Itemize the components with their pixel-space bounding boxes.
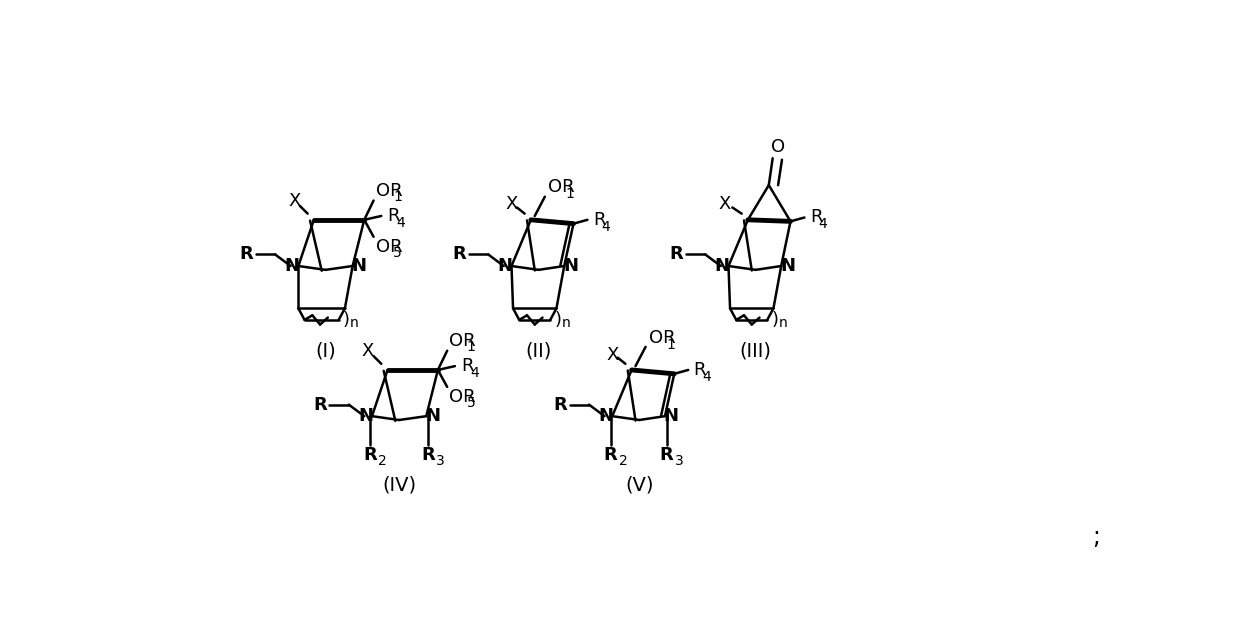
Text: R: R bbox=[810, 209, 822, 227]
Text: R: R bbox=[420, 446, 435, 464]
Text: ): ) bbox=[771, 311, 779, 329]
Text: (IV): (IV) bbox=[382, 476, 417, 495]
Text: (V): (V) bbox=[625, 476, 653, 495]
Text: (I): (I) bbox=[315, 341, 336, 360]
Text: 1: 1 bbox=[666, 337, 675, 352]
Text: X: X bbox=[606, 345, 619, 363]
Text: 4: 4 bbox=[601, 220, 610, 234]
Text: R: R bbox=[461, 357, 474, 375]
Text: ): ) bbox=[554, 311, 562, 329]
Text: 3: 3 bbox=[435, 454, 445, 468]
Text: N: N bbox=[285, 257, 300, 275]
Text: 3: 3 bbox=[675, 454, 683, 468]
Text: n: n bbox=[350, 316, 358, 330]
Text: 2: 2 bbox=[619, 454, 627, 468]
Text: R: R bbox=[593, 211, 605, 229]
Text: 5: 5 bbox=[466, 396, 476, 410]
Text: 4: 4 bbox=[397, 216, 405, 230]
Text: X: X bbox=[289, 191, 300, 210]
Text: N: N bbox=[599, 407, 614, 425]
Text: (II): (II) bbox=[526, 341, 552, 360]
Text: ): ) bbox=[343, 311, 350, 329]
Text: N: N bbox=[663, 407, 678, 425]
Text: 4: 4 bbox=[818, 217, 827, 232]
Text: R: R bbox=[453, 246, 466, 264]
Text: R: R bbox=[604, 446, 618, 464]
Text: X: X bbox=[506, 196, 517, 214]
Text: N: N bbox=[497, 257, 513, 275]
Text: OR: OR bbox=[449, 332, 476, 350]
Text: OR: OR bbox=[376, 238, 403, 256]
Text: R: R bbox=[363, 446, 377, 464]
Text: N: N bbox=[351, 257, 366, 275]
Text: 1: 1 bbox=[565, 188, 574, 201]
Text: R: R bbox=[693, 361, 706, 379]
Text: R: R bbox=[387, 207, 401, 225]
Text: R: R bbox=[239, 246, 253, 264]
Text: N: N bbox=[780, 257, 795, 275]
Text: OR: OR bbox=[449, 388, 476, 406]
Text: n: n bbox=[779, 316, 787, 330]
Text: 4: 4 bbox=[702, 370, 712, 384]
Text: n: n bbox=[562, 316, 570, 330]
Text: R: R bbox=[314, 396, 327, 413]
Text: R: R bbox=[670, 246, 683, 264]
Text: 2: 2 bbox=[378, 454, 387, 468]
Text: N: N bbox=[714, 257, 730, 275]
Text: N: N bbox=[563, 257, 578, 275]
Text: 1: 1 bbox=[466, 340, 476, 354]
Text: OR: OR bbox=[376, 181, 403, 199]
Text: O: O bbox=[771, 137, 785, 155]
Text: 5: 5 bbox=[393, 246, 402, 260]
Text: 1: 1 bbox=[393, 189, 402, 204]
Text: ;: ; bbox=[1092, 525, 1101, 549]
Text: R: R bbox=[553, 396, 567, 413]
Text: X: X bbox=[362, 342, 374, 360]
Text: R: R bbox=[660, 446, 673, 464]
Text: X: X bbox=[718, 196, 730, 214]
Text: OR: OR bbox=[548, 178, 574, 196]
Text: (III): (III) bbox=[739, 341, 771, 360]
Text: N: N bbox=[358, 407, 373, 425]
Text: OR: OR bbox=[649, 329, 676, 347]
Text: 4: 4 bbox=[470, 366, 479, 380]
Text: N: N bbox=[425, 407, 440, 425]
